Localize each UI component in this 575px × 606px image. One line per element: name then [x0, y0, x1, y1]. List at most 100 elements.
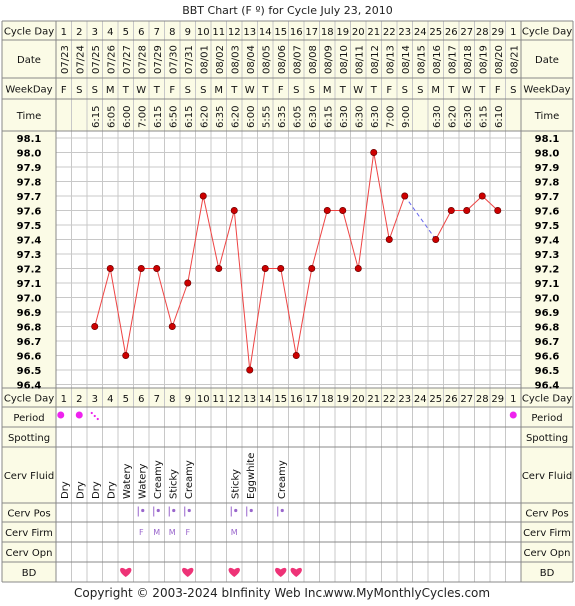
cycle-day-label-bottom: 12: [228, 394, 241, 405]
time-label: 6:15: [153, 106, 164, 128]
temp-line-segment: [156, 268, 173, 327]
cycle-day-label-bottom: 20: [352, 394, 365, 405]
time-label: 6:35: [215, 106, 226, 128]
cerv-fluid-label: Dry: [60, 481, 71, 499]
y-tick-right: 96.4: [535, 381, 560, 392]
temp-point: [199, 192, 207, 200]
row-label-period-right: Period: [531, 413, 562, 424]
temp-gap-line: [404, 195, 437, 240]
weekday-label: S: [309, 85, 315, 96]
row-label-weekday-right: WeekDay: [523, 85, 570, 96]
temp-line-segment: [373, 152, 390, 240]
row-label-weekday-left: WeekDay: [5, 85, 52, 96]
row-label-cerv-firm-left: Cerv Firm: [5, 528, 53, 539]
cycle-day-label-bottom: 7: [154, 394, 160, 405]
row-label-cerv-opn-right: Cerv Opn: [524, 548, 571, 559]
cycle-day-label: 23: [398, 27, 411, 38]
y-tick-left: 97.6: [17, 207, 42, 218]
temp-point: [401, 192, 409, 200]
weekday-label: S: [510, 85, 516, 96]
temp-point: [153, 264, 161, 272]
site-link[interactable]: www.MyMonthlyCycles.com: [324, 586, 490, 600]
date-label: 07/24: [75, 45, 86, 74]
cycle-day-row2-background: [2, 388, 573, 407]
temp-line-segment: [342, 210, 359, 269]
temp-line-segment: [481, 195, 499, 211]
time-label: 6:05: [292, 106, 303, 128]
cycle-day-label: 6: [138, 27, 144, 38]
row-label-cerv-opn-left: Cerv Opn: [6, 548, 53, 559]
row-label-cycle-day-left: Cycle Day: [4, 394, 54, 405]
cerv-fluid-label: Eggwhite: [246, 453, 257, 499]
cycle-day-label-bottom: 11: [212, 394, 225, 405]
date-label: 08/01: [199, 45, 210, 74]
weekday-label: M: [106, 85, 115, 96]
cycle-day-label: 11: [212, 27, 225, 38]
cerv-fluid-label: Dry: [91, 481, 102, 499]
row-label-bd-right: BD: [540, 568, 555, 579]
weekday-label: M: [323, 85, 332, 96]
row-label-cerv-fluid-right: Cerv Fluid: [522, 471, 572, 482]
time-label: 6:15: [91, 106, 102, 128]
temp-point: [292, 351, 300, 359]
temp-line-segment: [125, 268, 142, 356]
temp-line-segment: [388, 195, 406, 240]
cycle-day-label-bottom: 26: [445, 394, 458, 405]
y-tick-right: 97.7: [535, 192, 560, 203]
date-label: 08/09: [323, 45, 334, 74]
cerv-fluid-label: Creamy: [153, 460, 164, 499]
cerv-firm-label: M: [231, 528, 238, 537]
time-label: 6:30: [354, 106, 365, 128]
temp-point: [106, 264, 114, 272]
cycle-day-label-bottom: 1: [61, 394, 67, 405]
weekday-label: W: [136, 85, 146, 96]
y-tick-left: 96.4: [17, 381, 42, 392]
temp-line-segment: [233, 210, 251, 371]
temp-point: [246, 366, 254, 374]
weekday-label: F: [169, 85, 175, 96]
temp-point: [168, 322, 176, 330]
y-tick-right: 97.2: [535, 265, 560, 276]
cycle-day-label: 16: [290, 27, 303, 38]
bd-heart-icon: [182, 567, 194, 577]
period-spot-dot: [90, 411, 93, 415]
temp-point: [463, 207, 471, 215]
time-label: 6:20: [447, 106, 458, 128]
temp-point: [137, 264, 145, 272]
cycle-day-label: 27: [460, 27, 473, 38]
temp-point: [432, 236, 440, 244]
bd-heart-icon: [275, 567, 287, 577]
temp-line-segment: [357, 152, 375, 269]
row-label-cycle-day-left: Cycle Day: [4, 27, 54, 38]
bd-heart-icon: [290, 567, 302, 577]
temp-point: [494, 207, 502, 215]
date-label: 08/21: [509, 45, 520, 74]
weekday-label: T: [261, 85, 269, 96]
date-label: 07/28: [137, 45, 148, 74]
period-dot: [509, 411, 517, 419]
row-label-time-left: Time: [16, 111, 41, 122]
y-tick-left: 97.7: [17, 192, 42, 203]
date-label: 07/26: [106, 45, 117, 74]
time-label: 6:30: [432, 106, 443, 128]
row-label-time-right: Time: [534, 111, 559, 122]
cycle-day-label: 24: [414, 27, 427, 38]
bd-heart-icon: [228, 567, 240, 577]
cerv-fluid-label: Creamy: [184, 460, 195, 499]
temp-point: [339, 207, 347, 215]
cycle-day-label: 13: [243, 27, 256, 38]
cerv-pos-mark: [234, 508, 238, 513]
date-label: 08/14: [401, 45, 412, 74]
weekday-label: F: [495, 85, 501, 96]
time-label: 6:30: [339, 106, 350, 128]
cerv-firm-label: M: [153, 528, 160, 537]
temp-point: [370, 149, 378, 157]
time-label: 7:00: [137, 106, 148, 128]
y-tick-left: 96.7: [17, 337, 42, 348]
temp-line-segment: [466, 195, 483, 211]
cycle-day-label-bottom: 18: [321, 394, 334, 405]
date-label: 08/10: [339, 45, 350, 74]
left-scale-background: [2, 131, 56, 388]
cycle-day-label: 9: [185, 27, 191, 38]
